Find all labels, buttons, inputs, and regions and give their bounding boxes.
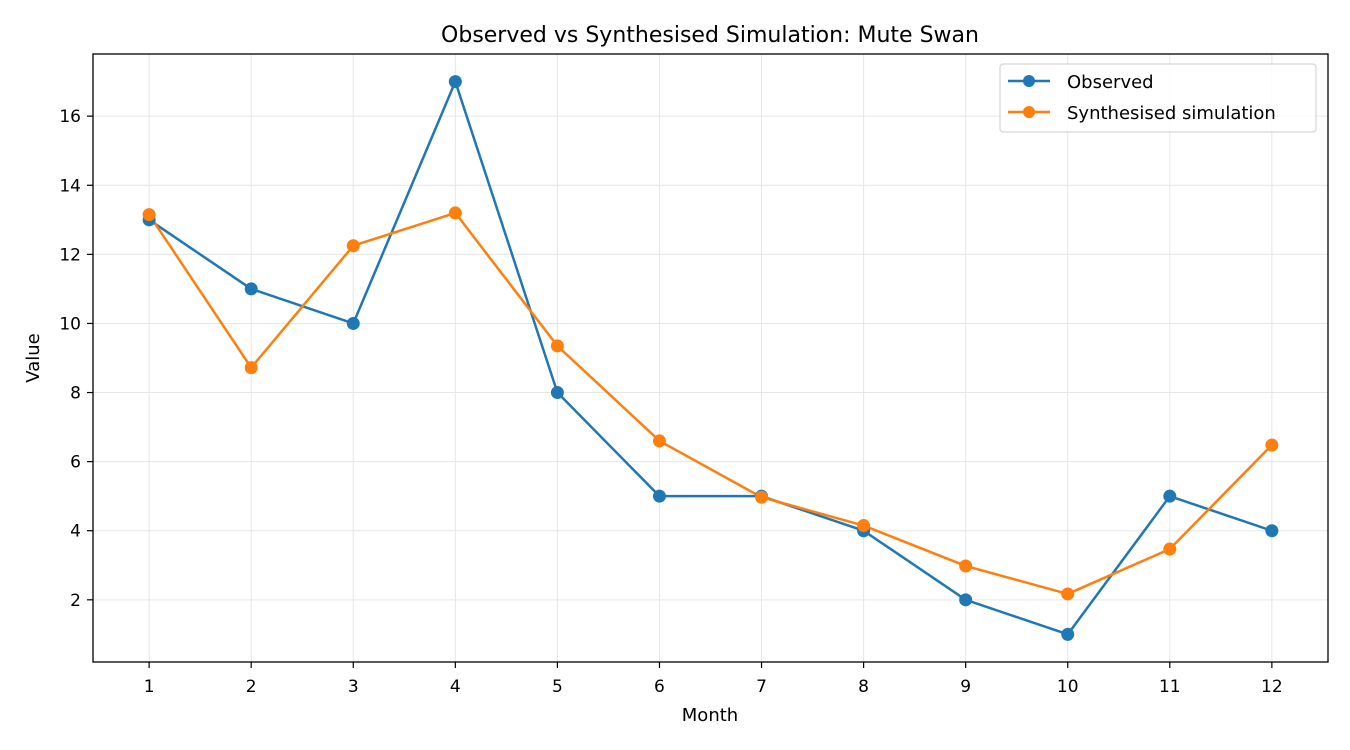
data-point-observed <box>550 386 564 400</box>
legend-marker-synthesised <box>1023 106 1035 118</box>
data-point-observed <box>244 282 258 296</box>
legend: Observed Synthesised simulation <box>999 63 1317 133</box>
data-point-synthesised-simulation <box>1061 587 1075 601</box>
x-tick-label: 7 <box>756 677 767 697</box>
legend-marker-observed <box>1023 75 1035 87</box>
x-tick-label: 9 <box>960 677 971 697</box>
data-point-synthesised-simulation <box>346 239 360 253</box>
y-tick-label: 4 <box>70 522 81 542</box>
x-tick-label: 1 <box>144 677 155 697</box>
y-tick-label: 16 <box>59 107 81 127</box>
data-point-synthesised-simulation <box>959 559 973 573</box>
y-tick-label: 12 <box>59 245 81 265</box>
data-point-observed <box>346 316 360 330</box>
data-point-observed <box>1163 489 1177 503</box>
data-point-synthesised-simulation <box>652 434 666 448</box>
y-tick-label: 6 <box>70 453 81 473</box>
data-point-observed <box>652 489 666 503</box>
x-tick-label: 2 <box>246 677 257 697</box>
data-point-observed <box>448 75 462 89</box>
x-tick-label: 4 <box>450 677 461 697</box>
x-tick-label: 8 <box>858 677 869 697</box>
x-axis-label: Month <box>682 705 738 726</box>
data-point-synthesised-simulation <box>857 519 871 533</box>
data-point-synthesised-simulation <box>448 206 462 220</box>
plot-frame <box>92 53 1329 663</box>
y-tick-label: 8 <box>70 384 81 404</box>
x-tick-label: 12 <box>1261 677 1283 697</box>
x-tick-label: 5 <box>552 677 563 697</box>
data-point-synthesised-simulation <box>244 361 258 375</box>
x-tick-label: 11 <box>1159 677 1181 697</box>
series-markers <box>142 75 1279 641</box>
series-lines <box>148 80 1273 636</box>
x-tick-label: 10 <box>1057 677 1079 697</box>
x-axis: 1 2 3 4 5 6 7 8 9 10 11 12 <box>144 662 1283 697</box>
series-line-observed <box>148 80 1273 636</box>
y-tick-label: 10 <box>59 314 81 334</box>
data-point-observed <box>1265 524 1279 538</box>
y-axis: 2 4 6 8 10 12 14 16 <box>59 107 93 611</box>
y-tick-label: 2 <box>70 591 81 611</box>
legend-label-observed: Observed <box>1067 72 1154 93</box>
x-tick-label: 6 <box>654 677 665 697</box>
data-point-observed <box>1061 627 1075 641</box>
data-point-synthesised-simulation <box>142 208 156 222</box>
data-point-synthesised-simulation <box>1265 438 1279 452</box>
data-point-synthesised-simulation <box>550 339 564 353</box>
data-point-synthesised-simulation <box>1163 542 1177 556</box>
legend-box <box>999 63 1317 133</box>
chart-title: Observed vs Synthesised Simulation: Mute… <box>441 23 979 48</box>
series-line-synthesised-simulation <box>148 211 1273 596</box>
y-axis-label: Value <box>23 333 44 382</box>
x-tick-label: 3 <box>348 677 359 697</box>
legend-label-synthesised: Synthesised simulation <box>1067 103 1276 124</box>
data-point-synthesised-simulation <box>755 490 769 504</box>
y-tick-label: 14 <box>59 176 81 196</box>
data-point-observed <box>959 593 973 607</box>
